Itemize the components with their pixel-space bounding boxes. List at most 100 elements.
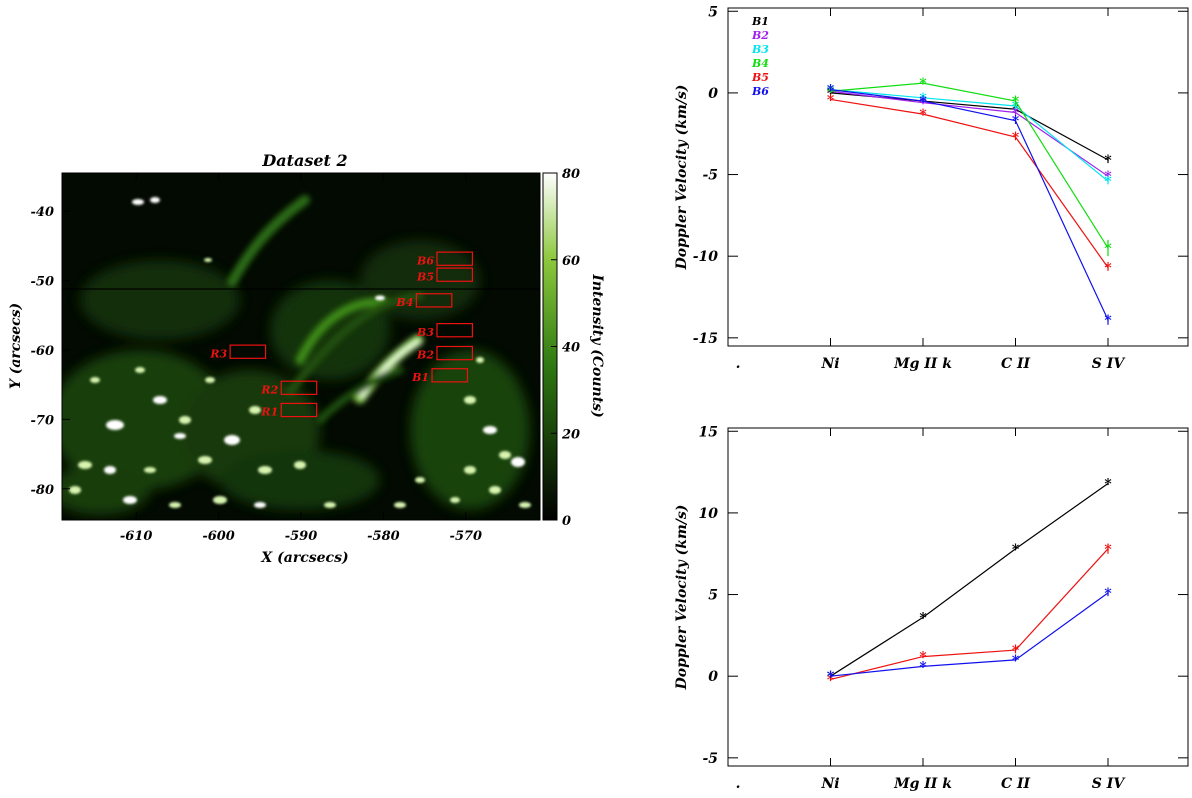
data-point-marker: *	[827, 83, 835, 99]
legend-entry: B1	[751, 15, 769, 28]
data-point-marker: *	[919, 94, 927, 110]
region-box	[436, 251, 474, 266]
top-plot-axes: . Ni Mg II k C II S IV 5 0 -5 -10 -15	[693, 4, 1188, 372]
map-y-axis-label: Y (arcsecs)	[8, 303, 24, 389]
data-point-marker: *	[919, 610, 927, 626]
map-axes: -610 -600 -590 -580 -570 -40 -50 -60 -70 -80	[31, 173, 483, 544]
region-box	[436, 267, 474, 282]
data-point-marker: *	[919, 91, 927, 107]
data-point-marker: *	[1104, 261, 1112, 277]
top-plot-frame	[727, 7, 1189, 347]
series-line	[830, 90, 1109, 177]
map-y-tick-label: -80	[31, 483, 55, 498]
region-label: B4	[395, 296, 413, 309]
y-tick-label: 10	[699, 506, 719, 522]
bottom-plot-frame	[727, 427, 1189, 767]
x-tick-label: S IV	[1092, 776, 1127, 792]
data-point-marker: *	[1104, 542, 1112, 558]
map-x-tick-label: -590	[285, 529, 318, 544]
legend-entry: B6	[751, 85, 769, 98]
legend-entry: B5	[751, 71, 769, 84]
bottom-plot-series: ************	[827, 477, 1113, 689]
map-y-tick-label: -70	[31, 413, 55, 428]
region-label: R2	[260, 383, 278, 396]
y-tick-label: 5	[708, 588, 718, 604]
colorbar-tick-label: 40	[562, 341, 580, 356]
data-point-marker: *	[919, 107, 927, 123]
legend-entry: B2	[751, 29, 769, 42]
series-line	[830, 98, 1109, 268]
series-line	[830, 592, 1109, 677]
legend-entry: B3	[751, 43, 769, 56]
region-label: B2	[416, 349, 434, 362]
data-point-marker: *	[827, 92, 835, 108]
x-tick-label: Mg II k	[893, 776, 952, 792]
x-tick-label: Ni	[820, 356, 839, 372]
colorbar-label: Intensity (Counts)	[589, 273, 605, 417]
data-point-marker: *	[1104, 477, 1112, 493]
bottom-plot-y-axis-label: Doppler Velocity (km/s)	[674, 505, 690, 691]
top-plot-y-axis-label: Doppler Velocity (km/s)	[674, 85, 690, 271]
x-tick-label: Ni	[820, 776, 839, 792]
data-point-marker: *	[1104, 153, 1112, 169]
region-box	[415, 293, 453, 308]
region-box	[436, 345, 474, 361]
map-x-tick-label: -600	[202, 529, 235, 544]
data-point-marker: *	[1012, 130, 1020, 146]
region-box	[280, 380, 318, 395]
y-tick-label: -5	[702, 751, 718, 767]
map-y-tick-label: -60	[31, 344, 55, 359]
colorbar-axis: 0 20 40 60 80	[551, 167, 580, 529]
colorbar-tick-label: 80	[562, 167, 580, 182]
y-tick-label: -5	[702, 168, 718, 184]
x-tick-label: S IV	[1092, 356, 1127, 372]
x-tick-label: Mg II k	[893, 356, 952, 372]
data-point-marker: *	[1012, 106, 1020, 122]
map-x-axis-label: X (arcsecs)	[260, 550, 348, 566]
data-point-marker: *	[919, 650, 927, 666]
y-tick-label: 0	[708, 86, 718, 102]
map-title: Dataset 2	[261, 151, 347, 170]
data-point-marker: *	[827, 672, 835, 688]
region-label: B1	[411, 371, 429, 384]
map-y-tick-label: -50	[31, 275, 55, 290]
y-tick-label: 5	[708, 4, 718, 20]
region-label: B3	[416, 326, 434, 339]
data-point-marker: *	[1012, 643, 1020, 659]
x-tick-label: .	[736, 356, 741, 372]
map-y-tick-label: -40	[31, 205, 55, 220]
series-line	[830, 82, 1109, 249]
region-label: R3	[209, 347, 227, 360]
data-point-marker: *	[1012, 99, 1020, 115]
data-point-marker: *	[1012, 94, 1020, 110]
data-point-marker: *	[1104, 241, 1112, 257]
data-point-marker: *	[1012, 653, 1020, 669]
x-tick-label: C II	[1001, 776, 1031, 792]
bottom-plot-axes: . Ni Mg II k C II S IV 15 10 5 0 -5	[699, 424, 1188, 792]
series-line	[830, 89, 1109, 321]
region-box	[229, 344, 267, 359]
region-label: R1	[260, 406, 278, 419]
colorbar-tick-label: 0	[562, 514, 571, 529]
data-point-marker: *	[919, 659, 927, 675]
y-tick-label: 0	[708, 669, 718, 685]
map-x-tick-label: -570	[450, 529, 483, 544]
region-label: B6	[416, 254, 434, 267]
data-point-marker: *	[919, 76, 927, 92]
colorbar-tick-label: 20	[561, 427, 580, 442]
data-point-marker: *	[1012, 114, 1020, 130]
region-box	[436, 322, 474, 338]
data-point-marker: *	[1012, 542, 1020, 558]
data-point-marker: *	[1104, 174, 1112, 190]
data-point-marker: *	[827, 86, 835, 102]
series-line	[830, 483, 1109, 677]
colorbar-tick-label: 60	[562, 254, 580, 269]
x-tick-label: C II	[1001, 356, 1031, 372]
series-line	[830, 548, 1109, 681]
region-label: B5	[416, 270, 434, 283]
data-point-marker: *	[1104, 586, 1112, 602]
